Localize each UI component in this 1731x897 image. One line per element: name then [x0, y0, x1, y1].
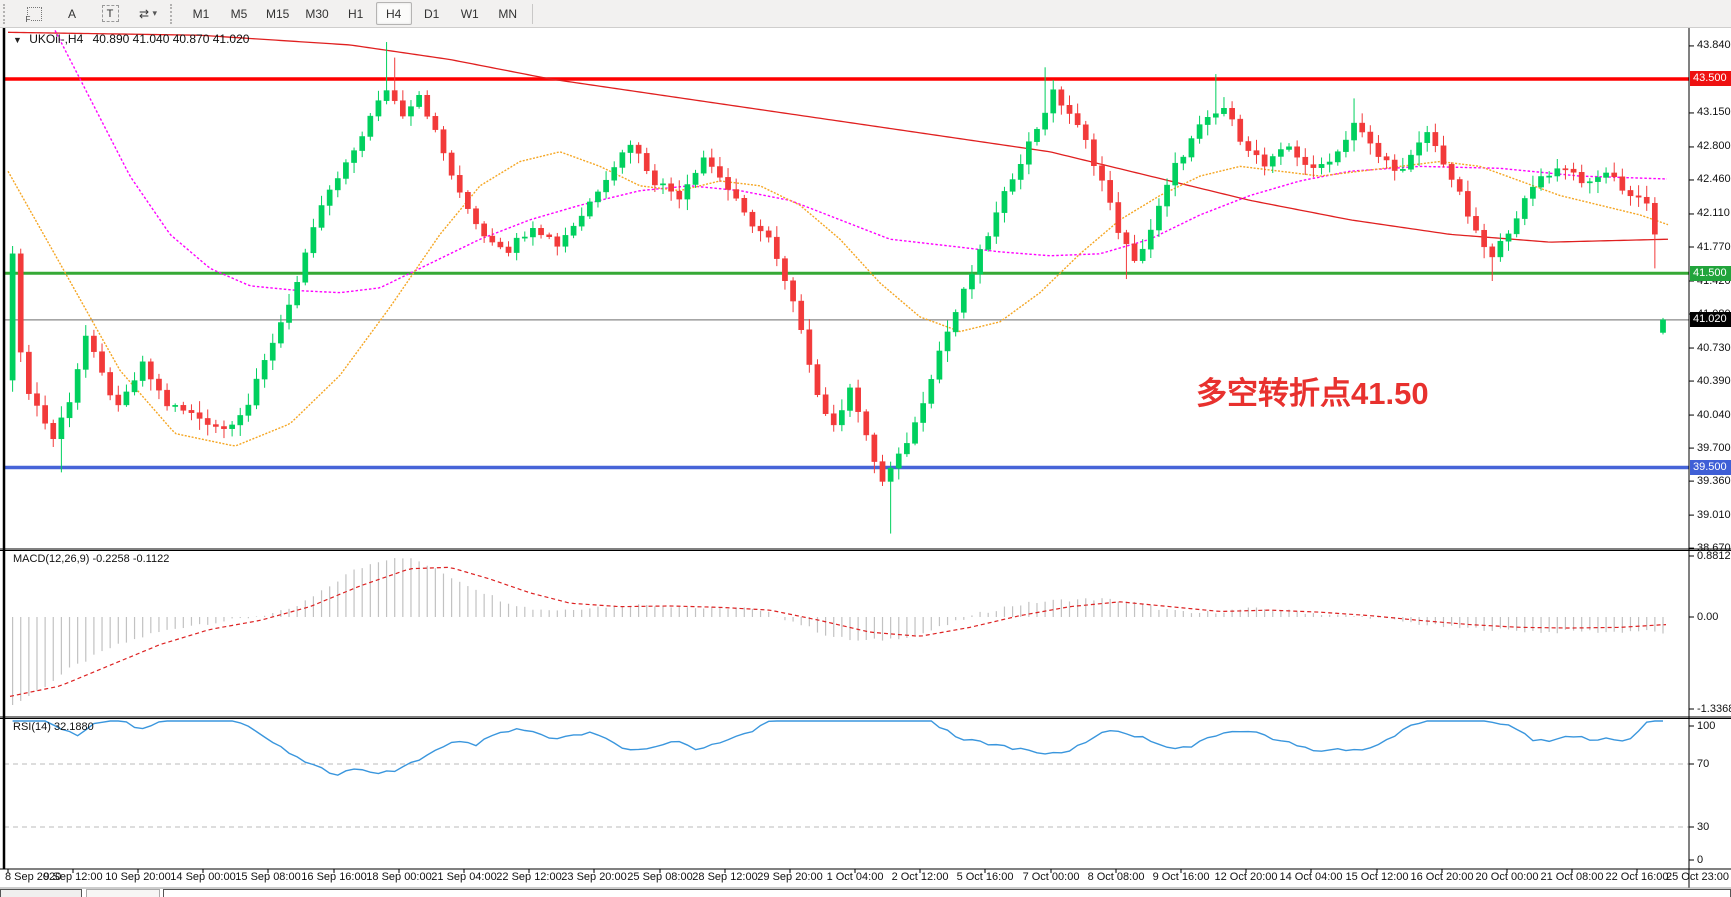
arrow-annotation-tool-button[interactable]: A: [67, 6, 76, 21]
toolbar-drag-grip[interactable]: [170, 3, 179, 24]
chart-tab-2[interactable]: [86, 889, 160, 897]
price-tick-label: 43.840: [1697, 39, 1731, 52]
date-tick-label: 10 Sep 20:00: [105, 871, 171, 883]
chart-tab-3[interactable]: [163, 889, 1731, 897]
chart-tab-1[interactable]: [0, 889, 82, 897]
price-tick-label: 38.670: [1697, 541, 1731, 554]
timeframe-button-mn[interactable]: MN: [498, 6, 518, 21]
price-tick-label: 42.460: [1697, 173, 1731, 186]
date-tick-label: 16 Oct 20:00: [1410, 871, 1474, 883]
date-tick-label: 21 Oct 08:00: [1540, 871, 1604, 883]
date-tick-label: 22 Oct 16:00: [1605, 871, 1669, 883]
price-tick-label: 42.800: [1697, 140, 1731, 153]
text-tool-icon: T: [101, 5, 119, 22]
timeframe-button-h4[interactable]: H4: [375, 2, 412, 25]
date-tick-label: 15 Sep 08:00: [235, 871, 301, 883]
date-tick-label: 9 Oct 16:00: [1152, 871, 1210, 883]
date-tick-label: 14 Sep 00:00: [170, 871, 236, 883]
toolbar: F A T ⇄ ▾ M1 M5 M15 M30 H1 H4 D1 W1 MN: [0, 0, 1731, 28]
support-price-badge: 39.500: [1690, 460, 1731, 475]
price-tick-label: 43.150: [1697, 106, 1731, 119]
date-tick-label: 1 Oct 04:00: [826, 871, 884, 883]
price-tick-label: 39.010: [1697, 508, 1731, 521]
price-tick-label: 42.110: [1697, 207, 1730, 220]
date-tick-label: 7 Oct 00:00: [1022, 871, 1080, 883]
date-tick-label: 29 Sep 20:00: [757, 871, 823, 883]
timeframe-button-m5[interactable]: M5: [230, 6, 248, 21]
timeframe-button-m1[interactable]: M1: [192, 6, 210, 21]
chart-annotation-text: 多空转折点41.50: [1196, 376, 1429, 411]
price-tick-label: 41.770: [1697, 240, 1731, 253]
date-tick-label: 23 Sep 20:00: [561, 871, 627, 883]
timeframe-button-m15[interactable]: M15: [266, 6, 290, 21]
date-tick-label: 2 Oct 12:00: [891, 871, 949, 883]
chart-title: ▼ UKOil-,H4 40.890 41.040 40.870 41.020: [13, 32, 249, 46]
date-tick-label: 15 Oct 12:00: [1345, 871, 1409, 883]
grid-icon: F: [25, 6, 42, 24]
price-tick-label: 39.360: [1697, 474, 1731, 487]
price-tick-label: 40.730: [1697, 341, 1731, 354]
macd-axis-label: -1.3368: [1697, 702, 1731, 715]
rsi-axis-label: 0: [1697, 853, 1704, 866]
date-tick-label: 12 Oct 20:00: [1214, 871, 1278, 883]
timeframe-button-w1[interactable]: W1: [460, 6, 479, 21]
symbol-timeframe-label: UKOil-,H4: [29, 32, 84, 46]
date-tick-label: 25 Sep 08:00: [627, 871, 693, 883]
price-tick-label: 39.700: [1697, 441, 1731, 454]
rsi-indicator-label: RSI(14) 32.1880: [13, 721, 94, 733]
macd-indicator-label: MACD(12,26,9) -0.2258 -0.1122: [13, 553, 170, 565]
resistance-price-badge: 43.500: [1690, 71, 1731, 87]
rsi-axis-label: 100: [1697, 719, 1716, 732]
date-tick-label: 20 Oct 00:00: [1475, 871, 1539, 883]
toolbar-separator: [531, 3, 533, 24]
date-tick-label: 5 Oct 16:00: [956, 871, 1014, 883]
date-tick-label: 8 Sep 2020: [5, 871, 62, 883]
current-price-badge: 41.020: [1690, 312, 1731, 328]
date-tick-label: 28 Sep 12:00: [692, 871, 758, 883]
toolbar-drag-grip[interactable]: [3, 3, 12, 24]
date-tick-label: 21 Sep 04:00: [431, 871, 497, 883]
date-tick-label: 18 Sep 00:00: [366, 871, 432, 883]
pivot-price-badge: 41.500: [1690, 265, 1731, 281]
timeframe-button-group: M1 M5 M15 M30 H1 H4 D1 W1 MN: [182, 2, 527, 25]
date-tick-label: 14 Oct 04:00: [1279, 871, 1343, 883]
crosshair-grid-tool-button[interactable]: F: [16, 2, 52, 25]
macd-axis-label: 0.8812: [1697, 549, 1731, 562]
date-tick-label: 9 Sep 12:00: [43, 871, 103, 883]
chevron-down-icon: ▾: [152, 8, 157, 18]
macd-axis-label: 0.00: [1697, 610, 1719, 623]
timeframe-button-m30[interactable]: M30: [305, 6, 329, 21]
date-tick-label: 16 Sep 16:00: [301, 871, 367, 883]
rsi-axis-label: 70: [1697, 757, 1710, 770]
text-label-tool-button[interactable]: T: [92, 2, 128, 25]
symbol-dropdown-icon[interactable]: ▼: [13, 35, 22, 45]
date-tick-label: 25 Oct 23:00: [1666, 871, 1729, 883]
ohlc-values: 40.890 41.040 40.870 41.020: [92, 32, 250, 46]
price-tick-label: 40.040: [1697, 408, 1731, 421]
date-tick-label: 8 Oct 08:00: [1087, 871, 1145, 883]
shapes-icon: ⇄: [139, 6, 150, 21]
date-tick-label: 22 Sep 12:00: [496, 871, 562, 883]
timeframe-button-d1[interactable]: D1: [424, 6, 440, 21]
timeframe-button-h1[interactable]: H1: [348, 6, 364, 21]
shapes-dropdown-tool-button[interactable]: ⇄ ▾: [130, 2, 166, 25]
rsi-axis-label: 30: [1697, 820, 1710, 833]
price-tick-label: 40.390: [1697, 374, 1731, 387]
